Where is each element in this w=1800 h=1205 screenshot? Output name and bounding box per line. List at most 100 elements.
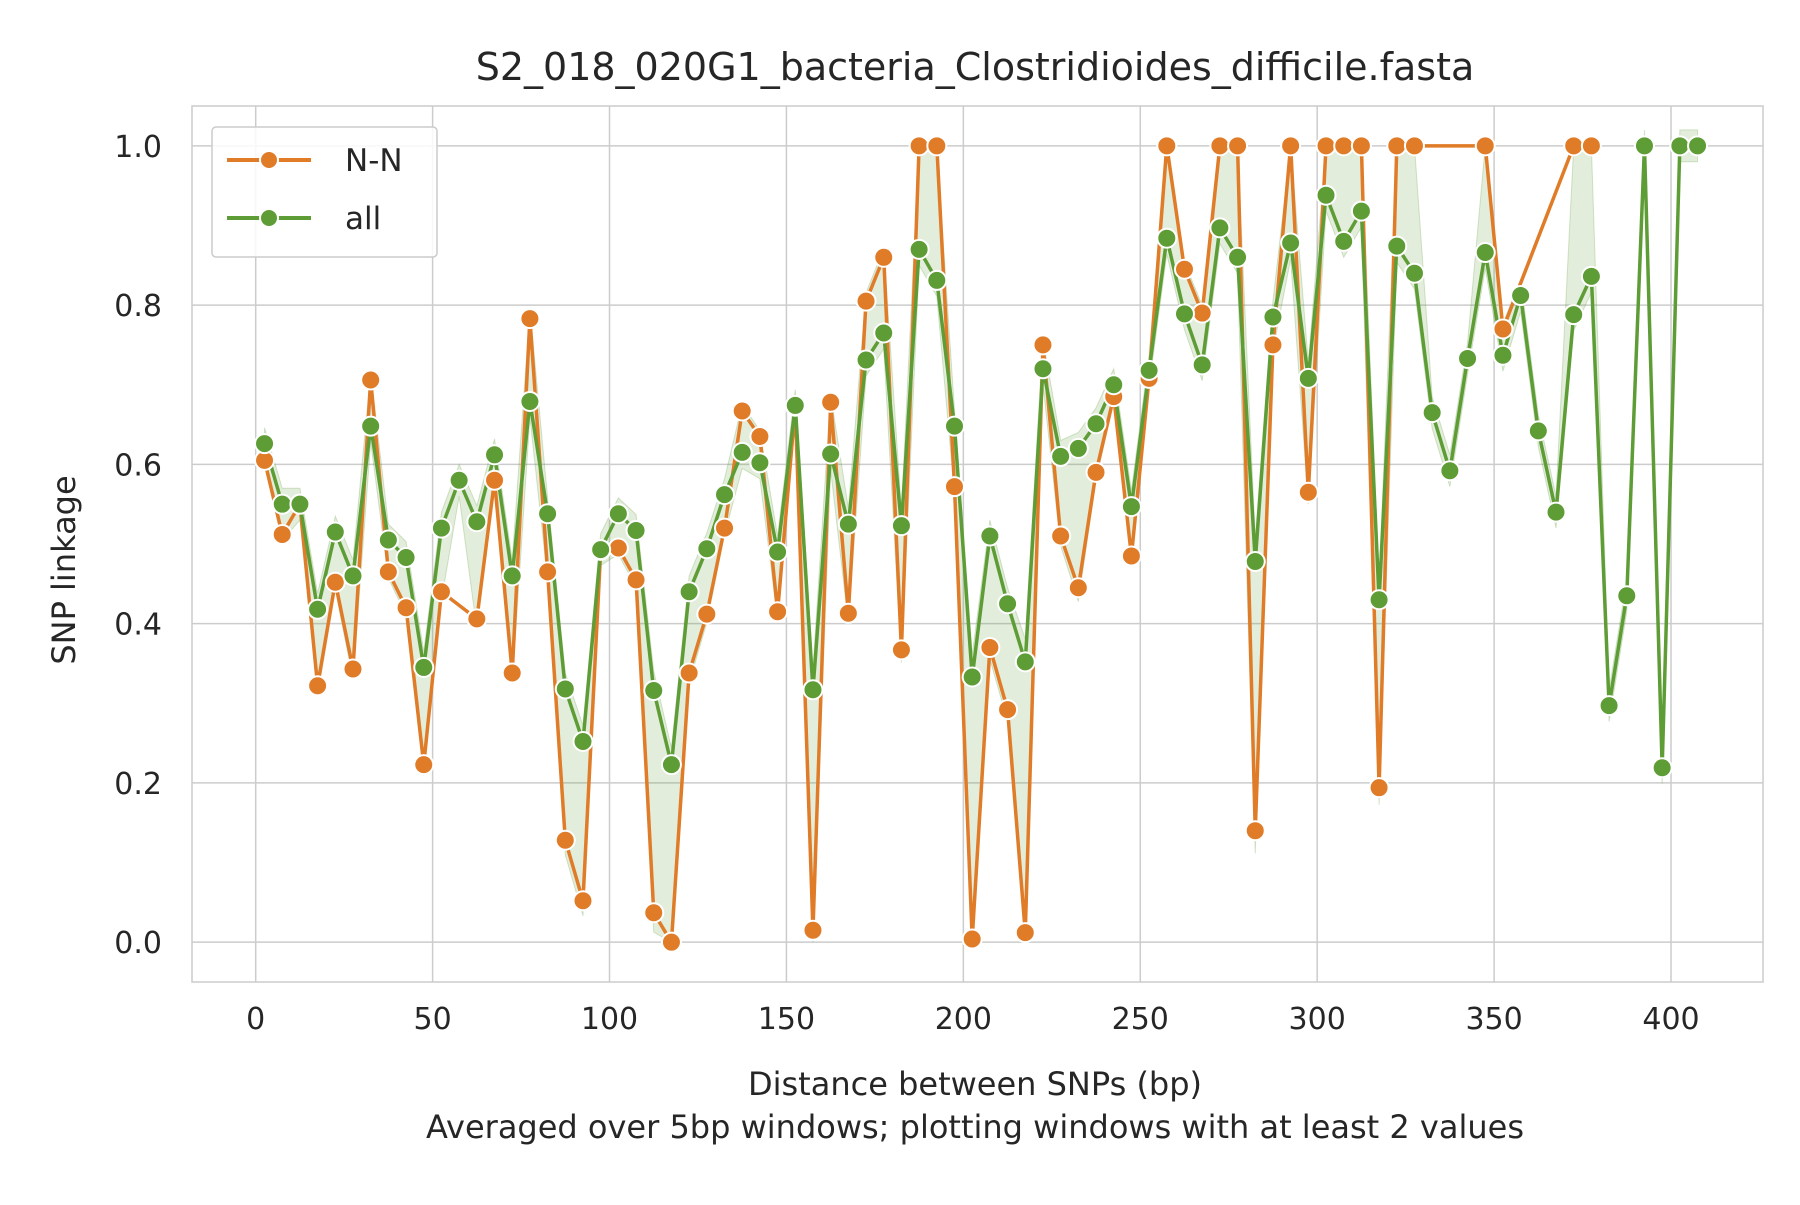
series-points [254, 135, 1709, 953]
data-point-1 [572, 730, 594, 752]
data-point-0 [837, 602, 859, 624]
x-tick-label: 100 [581, 1002, 638, 1037]
data-point-1 [1244, 551, 1266, 573]
data-point-1 [1032, 358, 1054, 380]
data-point-0 [1262, 334, 1284, 356]
data-point-1 [1262, 306, 1284, 328]
x-tick-label: 150 [758, 1002, 815, 1037]
legend-label-all: all [345, 201, 381, 237]
data-point-1 [1085, 413, 1107, 435]
data-point-1 [908, 238, 930, 260]
data-point-1 [1421, 402, 1443, 424]
data-point-1 [926, 269, 948, 291]
data-point-0 [873, 246, 895, 268]
data-point-0 [820, 391, 842, 413]
data-point-1 [643, 680, 665, 702]
data-point-0 [607, 537, 629, 559]
data-point-1 [448, 469, 470, 491]
x-axis-sublabel: Averaged over 5bp windows; plotting wind… [426, 1108, 1524, 1146]
data-point-1 [1156, 227, 1178, 249]
data-point-1 [430, 517, 452, 539]
data-point-1 [1050, 445, 1072, 467]
data-point-1 [1598, 695, 1620, 717]
y-tick-label: 0.2 [114, 767, 162, 802]
data-point-1 [1669, 135, 1691, 157]
legend-label-nn: N-N [345, 143, 403, 179]
data-point-0 [1280, 135, 1302, 157]
data-point-0 [944, 476, 966, 498]
data-point-1 [554, 678, 576, 700]
data-point-1 [466, 511, 488, 533]
data-point-1 [501, 565, 523, 587]
data-point-0 [1209, 135, 1231, 157]
data-point-0 [625, 569, 647, 591]
data-point-1 [837, 513, 859, 535]
data-point-1 [1580, 265, 1602, 287]
plot-area-frame [191, 105, 1764, 983]
data-point-0 [1315, 135, 1337, 157]
data-point-1 [590, 539, 612, 561]
legend-marker-nn [259, 150, 279, 170]
data-point-1 [1510, 285, 1532, 307]
y-tick-label: 1.0 [114, 130, 162, 165]
data-point-1 [1457, 347, 1479, 369]
data-point-1 [660, 754, 682, 776]
y-axis-label: SNP linkage [45, 475, 83, 664]
data-point-0 [1173, 258, 1195, 280]
data-point-0 [643, 902, 665, 924]
x-tick-label: 350 [1465, 1002, 1522, 1037]
data-point-1 [1439, 460, 1461, 482]
data-point-0 [324, 571, 346, 593]
data-point-0 [1067, 577, 1089, 599]
data-point-1 [714, 484, 736, 506]
data-point-0 [342, 658, 364, 680]
legend-frame [211, 126, 438, 258]
data-point-1 [784, 394, 806, 416]
data-point-0 [554, 829, 576, 851]
data-point-1 [749, 452, 771, 474]
data-point-1 [696, 538, 718, 560]
data-point-1 [1386, 235, 1408, 257]
data-point-0 [979, 637, 1001, 659]
x-tick-label: 200 [935, 1002, 992, 1037]
data-point-1 [1014, 651, 1036, 673]
data-point-0 [537, 561, 559, 583]
data-point-1 [307, 598, 329, 620]
data-point-1 [1138, 359, 1160, 381]
y-tick-label: 0.6 [114, 448, 162, 483]
data-point-1 [519, 390, 541, 412]
data-point-1 [625, 519, 647, 541]
data-point-1 [1067, 437, 1089, 459]
data-point-1 [1173, 303, 1195, 325]
data-point-0 [855, 290, 877, 312]
data-point-0 [1085, 461, 1107, 483]
data-point-1 [944, 415, 966, 437]
data-point-0 [572, 890, 594, 912]
legend: N-N all [211, 126, 438, 258]
data-point-0 [519, 308, 541, 330]
y-tick-label: 0.4 [114, 608, 162, 643]
data-point-0 [1120, 545, 1142, 567]
legend-marker-all [259, 208, 279, 228]
data-point-1 [820, 443, 842, 465]
data-point-1 [537, 503, 559, 525]
data-point-1 [271, 493, 293, 515]
data-point-1 [1527, 420, 1549, 442]
data-point-0 [997, 699, 1019, 721]
data-point-0 [1032, 334, 1054, 356]
y-tick-label: 0.0 [114, 926, 162, 961]
data-point-0 [678, 662, 700, 684]
data-point-1 [360, 415, 382, 437]
data-point-1 [342, 565, 364, 587]
data-point-0 [484, 469, 506, 491]
data-point-1 [1687, 135, 1709, 157]
data-point-0 [1227, 135, 1249, 157]
data-point-0 [377, 561, 399, 583]
data-point-1 [377, 529, 399, 551]
data-point-0 [430, 581, 452, 603]
data-point-0 [1297, 481, 1319, 503]
data-point-0 [1386, 135, 1408, 157]
data-point-0 [926, 135, 948, 157]
data-point-0 [1333, 135, 1355, 157]
